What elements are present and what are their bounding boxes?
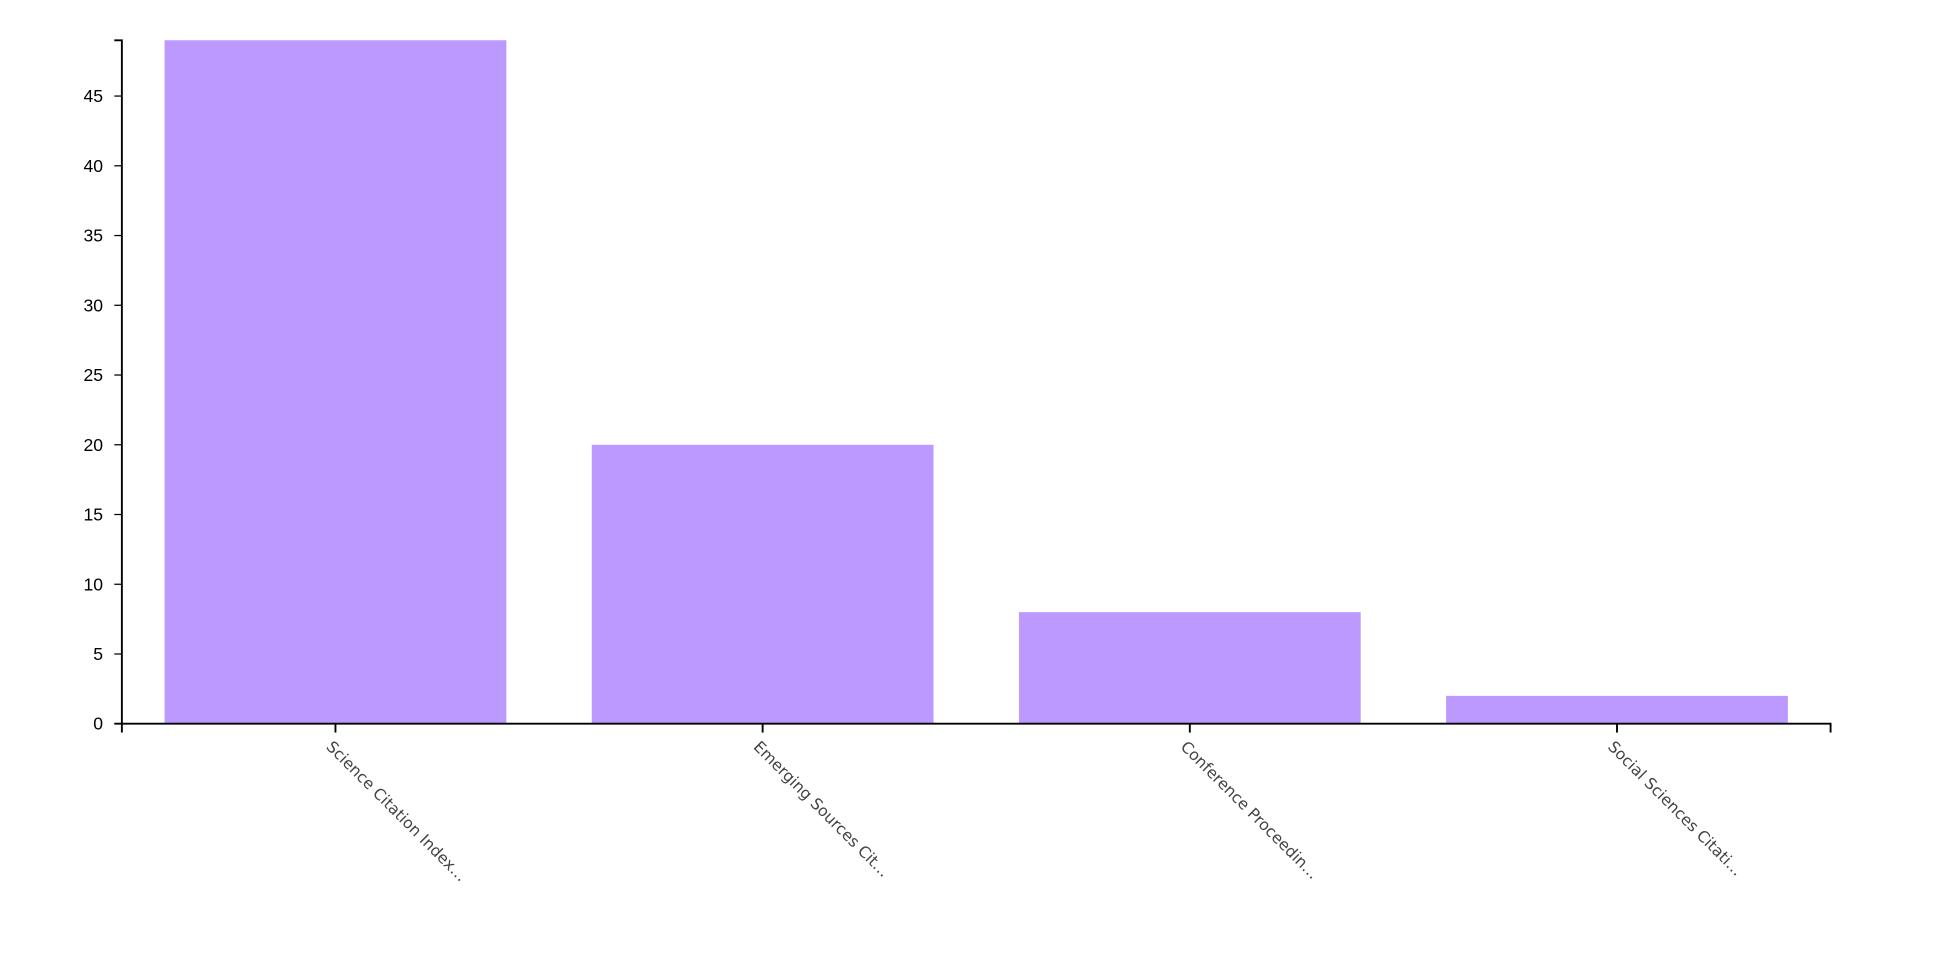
x-axis: Science Citation Index… Emerging Sources …: [120, 722, 1832, 885]
y-tick-label: 5: [93, 644, 103, 664]
y-tick-label: 35: [83, 226, 103, 246]
y-tick-label: 20: [83, 435, 103, 455]
y-tick-label: 45: [83, 86, 103, 106]
x-axis-line: [120, 722, 1832, 733]
bars: [164, 40, 1788, 724]
x-tick-label: Conference Proceedin…: [1177, 737, 1323, 883]
x-tick-label: Social Sciences Citati…: [1604, 737, 1747, 880]
bar: [591, 444, 934, 724]
bar: [164, 40, 507, 724]
bar: [1446, 695, 1788, 724]
y-tick-label: 10: [83, 574, 103, 594]
y-axis: 0 5 10 15 20 25 30 35 40 45: [83, 39, 123, 734]
bar: [1018, 612, 1361, 724]
y-tick-label: 40: [83, 156, 103, 176]
x-tick-label: Emerging Sources Cit…: [750, 737, 894, 881]
y-axis-line: [114, 39, 123, 725]
y-tick-label: 0: [93, 714, 103, 734]
y-tick-label: 25: [83, 365, 103, 385]
y-tick-label: 15: [83, 505, 103, 525]
x-tick-label: Science Citation Index…: [323, 737, 471, 885]
y-tick-label: 30: [83, 295, 103, 315]
